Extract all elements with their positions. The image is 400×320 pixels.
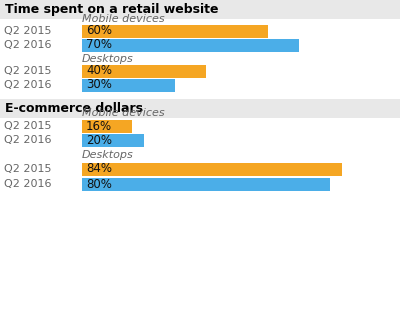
- Text: Time spent on a retail website: Time spent on a retail website: [5, 3, 218, 16]
- Bar: [82, 78, 175, 92]
- Text: 40%: 40%: [86, 65, 112, 77]
- Bar: [82, 163, 342, 175]
- Bar: [0, 99, 400, 118]
- Text: Q2 2016: Q2 2016: [4, 135, 52, 145]
- Bar: [82, 119, 132, 132]
- Text: 16%: 16%: [86, 119, 112, 132]
- Bar: [82, 65, 206, 77]
- Text: Q2 2015: Q2 2015: [4, 121, 52, 131]
- Text: Desktops: Desktops: [82, 150, 134, 160]
- Bar: [82, 25, 268, 37]
- Text: Mobile devices: Mobile devices: [82, 108, 165, 118]
- Bar: [0, 0, 400, 19]
- Bar: [82, 178, 330, 190]
- Text: Mobile devices: Mobile devices: [82, 14, 165, 24]
- Text: Q2 2016: Q2 2016: [4, 80, 52, 90]
- Text: Q2 2015: Q2 2015: [4, 164, 52, 174]
- Text: 20%: 20%: [86, 133, 112, 147]
- Text: Q2 2015: Q2 2015: [4, 66, 52, 76]
- Text: 84%: 84%: [86, 163, 112, 175]
- Text: 60%: 60%: [86, 25, 112, 37]
- Text: 70%: 70%: [86, 38, 112, 52]
- Text: Q2 2016: Q2 2016: [4, 40, 52, 50]
- Text: Q2 2015: Q2 2015: [4, 26, 52, 36]
- Text: E-commerce dollars: E-commerce dollars: [5, 102, 143, 115]
- Bar: [82, 38, 299, 52]
- Text: 80%: 80%: [86, 178, 112, 190]
- Text: Desktops: Desktops: [82, 54, 134, 64]
- Bar: [82, 133, 144, 147]
- Text: Q2 2016: Q2 2016: [4, 179, 52, 189]
- Text: 30%: 30%: [86, 78, 112, 92]
